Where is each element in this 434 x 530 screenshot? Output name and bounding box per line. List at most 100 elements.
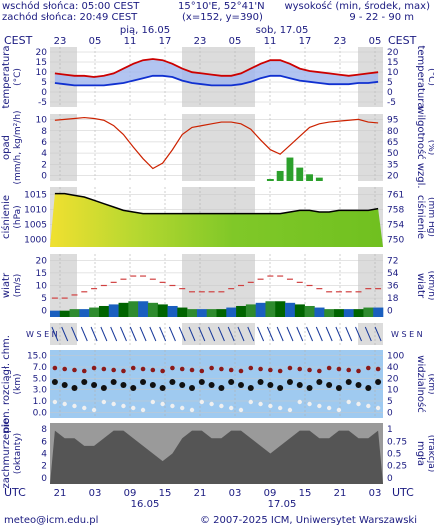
- cloud-top-dot: [267, 382, 274, 388]
- y-tick-label-right: 0.5: [387, 450, 401, 460]
- cloud-base-dot: [209, 365, 214, 371]
- visibility-dot: [238, 407, 244, 413]
- cloud-top-dot: [345, 379, 352, 385]
- y-tick-label: 1.0: [33, 397, 48, 407]
- cloud-top-dot: [218, 385, 225, 391]
- y-tick-label-right: 750: [387, 236, 404, 246]
- y-tick-label-right: 18: [387, 294, 399, 304]
- cloud-top-dot: [335, 385, 342, 391]
- visibility-dot: [268, 403, 273, 409]
- visibility-dot: [140, 407, 146, 413]
- visibility-dot: [336, 407, 342, 413]
- pressure-area: [50, 193, 383, 247]
- cloud-top-dot: [189, 385, 196, 391]
- cloud-top-dot: [149, 382, 156, 388]
- panel-left-unit: (mm/h, kg/m²/h): [13, 110, 23, 184]
- panel-left-label: wiatr: [1, 272, 12, 298]
- wind-direction-arrow: [345, 326, 353, 342]
- y-tick-label-right: 0: [387, 474, 393, 484]
- wind-direction-arrow: [129, 326, 137, 342]
- y-tick-label-right: 761: [387, 191, 404, 201]
- panel-left-unit: (oktanty): [13, 433, 23, 474]
- y-tick-label: 10: [36, 116, 48, 126]
- bottom-axis-hour: 15: [299, 488, 312, 499]
- wind-bar: [363, 307, 374, 317]
- y-tick-label-right: 0: [387, 88, 393, 98]
- y-tick-label: 20: [36, 48, 48, 58]
- wind-direction-arrow: [286, 326, 294, 342]
- visibility-dot: [199, 399, 205, 405]
- y-tick-label: 8: [41, 127, 47, 137]
- visibility-dot: [248, 399, 253, 405]
- height-values: 9 - 22 - 90 m: [349, 12, 414, 23]
- cloud-base-dot: [81, 368, 87, 374]
- wind-bar: [206, 309, 217, 317]
- wind-bar: [245, 304, 256, 317]
- cloud-base-dot: [160, 368, 165, 374]
- precip-bar: [306, 174, 313, 181]
- cloud-base-dot: [258, 366, 263, 372]
- panel-left-label: ciśnienie: [0, 195, 12, 239]
- y-tick-label: 1000: [24, 236, 47, 246]
- y-tick-label: 5.0: [33, 374, 48, 384]
- wind-direction-arrow: [159, 326, 167, 342]
- cloud-top-dot: [277, 385, 284, 391]
- y-tick-label-right: 100: [387, 352, 404, 362]
- wind-direction-arrow: [266, 326, 274, 342]
- cloud-base-dot: [219, 366, 224, 372]
- cloud-top-dot: [100, 385, 107, 391]
- top-axis-hour: 23: [334, 36, 347, 47]
- cloud-base-dot: [326, 365, 332, 371]
- top-axis-hour: 05: [369, 36, 382, 47]
- y-tick-label-right: 35: [387, 160, 398, 170]
- temp-spread-area: [54, 59, 379, 86]
- cloud-base-dot: [111, 367, 116, 373]
- top-axis-hour: 05: [89, 36, 102, 47]
- y-tick-label-right: 40: [387, 363, 399, 373]
- cloud-base-dot: [72, 367, 77, 373]
- y-tick-label: 0: [41, 88, 47, 98]
- cloud-top-dot: [91, 382, 98, 388]
- y-tick-label-right: 0: [387, 408, 393, 418]
- y-tick-label-right: 15: [387, 58, 398, 68]
- night-band: [50, 114, 77, 181]
- y-tick-label-right: 0: [387, 307, 393, 317]
- wind-bar: [236, 305, 247, 317]
- cloud-base-dot: [366, 365, 371, 371]
- cloud-base-dot: [277, 368, 283, 374]
- wind-direction-arrow: [208, 326, 216, 342]
- y-tick-label-right: 5: [387, 397, 393, 407]
- bottom-axis-hour: 09: [264, 488, 277, 499]
- cloud-base-dot: [297, 366, 303, 372]
- visibility-dot: [131, 405, 136, 411]
- y-tick-label-right: 20: [387, 374, 399, 384]
- cloud-base-dot: [248, 365, 254, 371]
- visibility-dot: [111, 401, 116, 407]
- bottom-axis-hour: 21: [54, 488, 67, 499]
- y-tick-label: 0: [41, 307, 47, 317]
- wind-bar: [177, 307, 188, 317]
- y-tick-label: 1010: [24, 206, 47, 216]
- wind-direction-arrow: [110, 326, 118, 342]
- night-band: [358, 323, 383, 345]
- panel-left-label: opad: [1, 135, 12, 160]
- y-tick-label: 20: [36, 256, 48, 266]
- y-tick-label: 2: [41, 462, 47, 472]
- cloud-base-dot: [130, 365, 136, 371]
- cloud-base-dot: [52, 365, 58, 371]
- y-tick-label-right: 758: [387, 206, 404, 216]
- footer-email[interactable]: meteo@icm.edu.pl: [4, 515, 99, 526]
- cloud-top-dot: [237, 382, 244, 388]
- wind-bar: [157, 304, 168, 317]
- wind-direction-arrow: [355, 326, 362, 342]
- temperature-line: [54, 58, 379, 78]
- visibility-dot: [150, 399, 156, 405]
- wind-bar: [108, 304, 119, 317]
- panel-precip: [50, 114, 383, 181]
- cloud-area: [50, 430, 383, 484]
- precip-bar: [286, 157, 294, 181]
- wind-bar: [275, 301, 286, 317]
- y-tick-label-right: 80: [387, 127, 399, 137]
- cloud-base-dot: [268, 367, 273, 373]
- y-tick-label-right: 36: [387, 282, 399, 292]
